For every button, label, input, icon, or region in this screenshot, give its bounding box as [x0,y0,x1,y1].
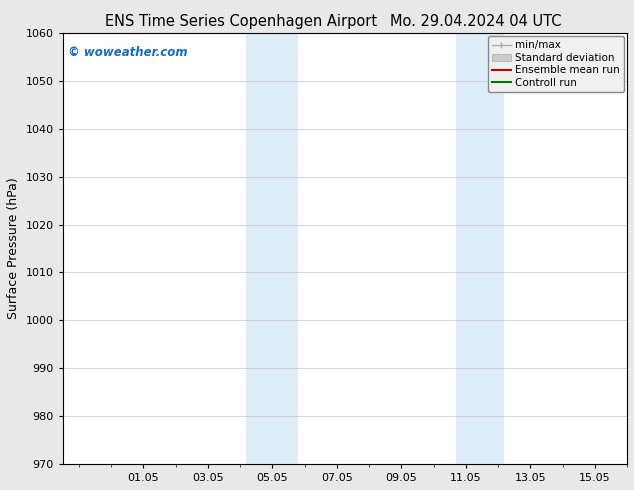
Text: ENS Time Series Copenhagen Airport: ENS Time Series Copenhagen Airport [105,14,377,29]
Text: © woweather.com: © woweather.com [68,46,188,59]
Legend: min/max, Standard deviation, Ensemble mean run, Controll run: min/max, Standard deviation, Ensemble me… [488,36,624,92]
Bar [456,33,505,464]
Y-axis label: Surface Pressure (hPa): Surface Pressure (hPa) [7,178,20,319]
Text: Mo. 29.04.2024 04 UTC: Mo. 29.04.2024 04 UTC [390,14,561,29]
Bar [247,33,298,464]
